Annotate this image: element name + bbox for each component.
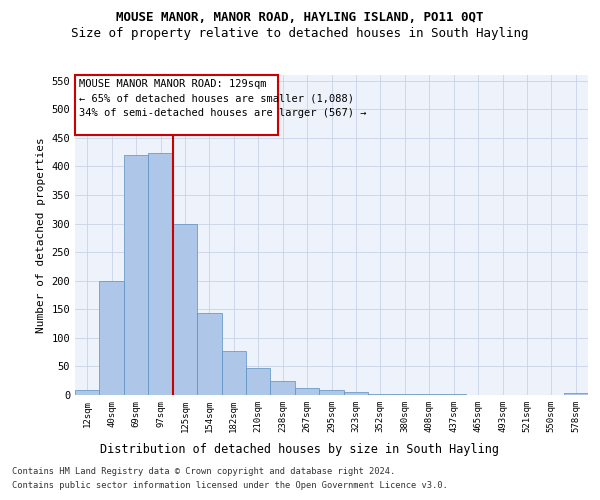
Bar (148, 154, 173, 395)
Text: 34% of semi-detached houses are larger (567) →: 34% of semi-detached houses are larger (… (79, 108, 367, 118)
Bar (271, 382, 295, 395)
Bar (221, 351, 246, 395)
Bar (563, 394, 588, 395)
Bar (295, 388, 319, 395)
Bar (173, 224, 197, 395)
Text: Size of property relative to detached houses in South Hayling: Size of property relative to detached ho… (71, 28, 529, 40)
Bar (197, 314, 221, 395)
Bar (319, 390, 344, 395)
Bar (344, 392, 368, 395)
Bar (368, 394, 392, 395)
Bar (100, 280, 124, 395)
Text: MOUSE MANOR, MANOR ROAD, HAYLING ISLAND, PO11 0QT: MOUSE MANOR, MANOR ROAD, HAYLING ISLAND,… (116, 11, 484, 24)
Bar (442, 394, 466, 395)
Text: Contains HM Land Registry data © Crown copyright and database right 2024.: Contains HM Land Registry data © Crown c… (12, 468, 395, 476)
Bar (124, 155, 148, 395)
Bar (75, 390, 100, 395)
Bar (392, 394, 417, 395)
Bar (246, 368, 271, 395)
Text: MOUSE MANOR MANOR ROAD: 129sqm: MOUSE MANOR MANOR ROAD: 129sqm (79, 79, 266, 89)
FancyBboxPatch shape (76, 75, 278, 135)
Text: Distribution of detached houses by size in South Hayling: Distribution of detached houses by size … (101, 442, 499, 456)
Bar (417, 394, 442, 395)
Y-axis label: Number of detached properties: Number of detached properties (36, 137, 46, 333)
Text: Contains public sector information licensed under the Open Government Licence v3: Contains public sector information licen… (12, 481, 448, 490)
Text: ← 65% of detached houses are smaller (1,088): ← 65% of detached houses are smaller (1,… (79, 94, 354, 104)
